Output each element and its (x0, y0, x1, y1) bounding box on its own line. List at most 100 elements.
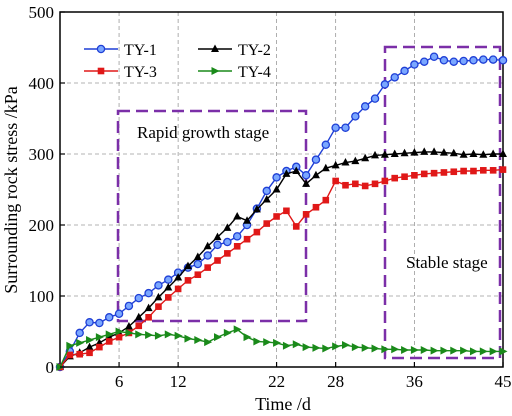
data-point (498, 56, 508, 65)
data-point (85, 342, 94, 351)
stage-boxes (116, 45, 502, 360)
data-point (341, 340, 350, 349)
series-ty-4 (56, 325, 508, 371)
series-ty-1 (55, 52, 508, 372)
data-point (252, 204, 261, 213)
data-point (400, 66, 409, 76)
data-point (302, 179, 311, 187)
data-point (66, 351, 74, 359)
data-point (430, 169, 438, 177)
data-point (312, 203, 320, 211)
data-point (184, 277, 192, 284)
data-point (390, 73, 399, 82)
data-point (154, 331, 163, 340)
data-point (371, 150, 380, 159)
data-point (164, 275, 173, 284)
data-point (351, 343, 360, 352)
data-point (282, 341, 291, 350)
data-point (361, 153, 370, 162)
legend-item: TY-4 (198, 64, 271, 81)
data-point (174, 331, 183, 340)
data-point (134, 312, 143, 321)
data-point (76, 338, 85, 347)
data-point (262, 186, 271, 196)
data-point (282, 169, 291, 177)
data-point (174, 273, 183, 281)
data-point (134, 293, 144, 303)
data-point (223, 223, 232, 231)
data-point (440, 169, 448, 176)
data-point (321, 140, 331, 150)
data-point (401, 173, 408, 181)
data-point (499, 347, 508, 356)
series-line (59, 151, 503, 368)
data-point (391, 174, 399, 182)
x-tick-label: 45 (495, 372, 512, 391)
legend-marker (97, 67, 105, 75)
data-point (480, 167, 487, 174)
data-point (194, 336, 203, 345)
data-point (223, 237, 232, 247)
data-point (145, 331, 154, 340)
data-point (430, 346, 439, 355)
data-point (420, 147, 429, 155)
data-point (371, 344, 380, 353)
data-point (489, 167, 497, 174)
series-ty-3 (56, 166, 507, 371)
y-axis-ticks: 0 100 200 300 400 500 (29, 3, 65, 377)
data-point (380, 150, 389, 158)
data-point (223, 328, 232, 337)
data-point (273, 213, 280, 220)
data-point (124, 322, 133, 330)
data-point (489, 149, 498, 157)
data-point (164, 330, 173, 339)
data-point (135, 322, 143, 330)
data-point (213, 232, 222, 241)
annotation-stable: Stable stage (406, 253, 488, 272)
data-point (75, 328, 84, 338)
data-point (263, 338, 272, 347)
data-point (193, 252, 202, 260)
data-point (391, 345, 400, 354)
data-point (479, 55, 488, 64)
data-point (272, 185, 281, 193)
data-point (115, 327, 124, 336)
data-point (204, 264, 211, 271)
data-point (322, 344, 331, 353)
data-point (420, 170, 428, 178)
data-point (96, 343, 103, 351)
data-point (224, 250, 231, 257)
data-point (154, 292, 163, 301)
stable-stage-box (383, 45, 502, 360)
data-point (470, 167, 477, 175)
data-point (401, 345, 410, 354)
data-point (460, 167, 467, 175)
legend-item: TY-1 (84, 42, 157, 59)
legend-label: TY-3 (124, 64, 157, 81)
legend-label: TY-4 (238, 64, 271, 81)
data-point (332, 177, 339, 185)
data-point (233, 243, 241, 250)
data-point (469, 347, 478, 356)
data-point (105, 330, 114, 339)
legend-item: TY-2 (198, 42, 271, 59)
y-tick-label: 0 (46, 358, 55, 377)
legend-item: TY-3 (84, 64, 157, 81)
data-point (410, 345, 419, 354)
x-tick-label: 6 (115, 372, 124, 391)
data-point (450, 168, 458, 176)
data-point (85, 318, 94, 327)
data-point (440, 346, 449, 355)
data-point (420, 345, 429, 354)
data-point (321, 163, 330, 172)
data-point (361, 343, 370, 352)
data-point (214, 333, 223, 342)
data-point (342, 181, 349, 189)
data-point (370, 94, 380, 103)
data-point (262, 194, 271, 203)
data-point (183, 261, 192, 270)
data-point (194, 271, 202, 278)
data-point (233, 211, 242, 220)
data-point (302, 343, 311, 352)
